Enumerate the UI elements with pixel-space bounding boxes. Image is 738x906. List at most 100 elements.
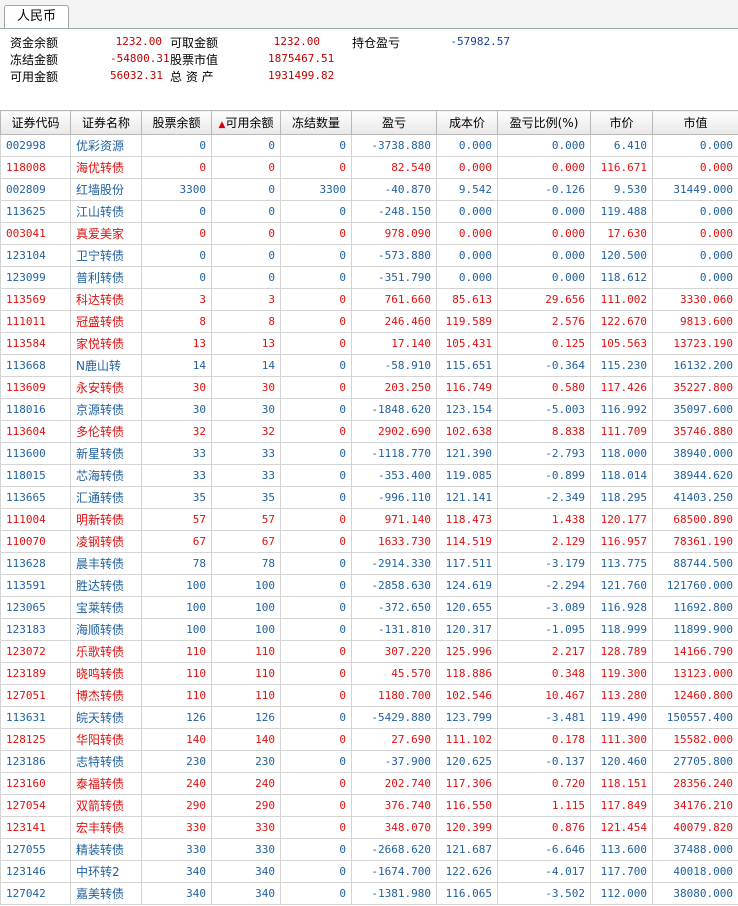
position-row[interactable]: 113665 汇通转债 35 35 0 -996.110 121.141 -2.349 118.… [0, 486, 738, 509]
cell: 117.426 [590, 376, 653, 399]
position-row[interactable]: 118016 京源转债 30 30 0 -1848.620 123.154 -5.003 116… [0, 398, 738, 421]
cell: 113.280 [590, 684, 653, 707]
cell: 13123.000 [652, 662, 738, 685]
security-code: 123189 [0, 662, 71, 685]
column-header[interactable]: 盈亏 [351, 110, 437, 135]
position-row[interactable]: 123160 泰福转债 240 240 0 202.740 117.306 0.720 118.… [0, 772, 738, 795]
cell: 202.740 [351, 772, 437, 795]
cell: 100 [141, 596, 212, 619]
position-row[interactable]: 113668 N鹿山转 14 14 0 -58.910 115.651 -0.364 115.2… [0, 354, 738, 377]
position-row[interactable]: 002998 优彩资源 0 0 0 -3738.880 0.000 0.000 6.410 0.0… [0, 134, 738, 157]
currency-tab[interactable]: 人民币 [4, 5, 70, 28]
cell: -0.126 [497, 178, 591, 201]
column-header[interactable]: 成本价 [436, 110, 498, 135]
position-row[interactable]: 113600 新星转债 33 33 0 -1118.770 121.390 -2.793 118… [0, 442, 738, 465]
column-header[interactable]: 市值 [652, 110, 738, 135]
security-code: 113584 [0, 332, 71, 355]
security-name: 汇通转债 [70, 486, 142, 509]
column-header[interactable]: 盈亏比例(%) [497, 110, 591, 135]
cell: 0.000 [652, 222, 738, 245]
position-row[interactable]: 113628 晨丰转债 78 78 0 -2914.330 117.511 -3.179 113… [0, 552, 738, 575]
position-row[interactable]: 002809 红墙股份 3300 0 3300 -40.870 9.542 -0.126 9.5… [0, 178, 738, 201]
position-row[interactable]: 113584 家悦转债 13 13 0 17.140 105.431 0.125 105.563… [0, 332, 738, 355]
cell: 114.519 [436, 530, 498, 553]
position-row[interactable]: 113569 科达转债 3 3 0 761.660 85.613 29.656 111.002 3… [0, 288, 738, 311]
cell: -3.179 [497, 552, 591, 575]
position-row[interactable]: 118015 芯海转债 33 33 0 -353.400 119.085 -0.899 118.… [0, 464, 738, 487]
position-row[interactable]: 111011 冠盛转债 8 8 0 246.460 119.589 2.576 122.670 9… [0, 310, 738, 333]
cell: 6.410 [590, 134, 653, 157]
position-row[interactable]: 127055 精装转债 330 330 0 -2668.620 121.687 -6.646 1… [0, 838, 738, 861]
column-header[interactable]: 证券名称 [70, 110, 142, 135]
cell: 9.542 [436, 178, 498, 201]
position-row[interactable]: 123186 志特转债 230 230 0 -37.900 120.625 -0.137 120… [0, 750, 738, 773]
cell: -2.793 [497, 442, 591, 465]
header-text: 股票余额 [152, 116, 201, 130]
cell: 116.550 [436, 794, 498, 817]
cell: 38080.000 [652, 882, 738, 905]
column-header[interactable]: 股票余额 [141, 110, 212, 135]
cell: 978.090 [351, 222, 437, 245]
column-header[interactable]: 证券代码 [0, 110, 71, 135]
position-row[interactable]: 110070 凌钢转债 67 67 0 1633.730 114.519 2.129 116.9… [0, 530, 738, 553]
cell: 32 [211, 420, 281, 443]
security-name: 明新转债 [70, 508, 142, 531]
security-name: 冠盛转债 [70, 310, 142, 333]
header-text: 盈亏比例(%) [509, 116, 579, 130]
security-name: 海顺转债 [70, 618, 142, 641]
security-name: 江山转债 [70, 200, 142, 223]
position-row[interactable]: 113631 皖天转债 126 126 0 -5429.880 123.799 -3.481 1… [0, 706, 738, 729]
cell: 116.928 [590, 596, 653, 619]
position-row[interactable]: 123099 普利转债 0 0 0 -351.790 0.000 0.000 118.612 0.… [0, 266, 738, 289]
cell: 3330.060 [652, 288, 738, 311]
cell: 0 [280, 706, 352, 729]
cell: 34176.210 [652, 794, 738, 817]
column-header[interactable]: 市价 [590, 110, 653, 135]
position-row[interactable]: 123183 海顺转债 100 100 0 -131.810 120.317 -1.095 11… [0, 618, 738, 641]
position-row[interactable]: 113609 永安转债 30 30 0 203.250 116.749 0.580 117.42… [0, 376, 738, 399]
cell: 14 [211, 354, 281, 377]
summary-value: 1232.00 [273, 35, 320, 48]
summary-label: 股票市值 [170, 53, 219, 67]
cell: 2.217 [497, 640, 591, 663]
cell: 67 [141, 530, 212, 553]
position-row[interactable]: 113604 多伦转债 32 32 0 2902.690 102.638 8.838 111.7… [0, 420, 738, 443]
cell: 246.460 [351, 310, 437, 333]
cell: 118.295 [590, 486, 653, 509]
cell: -3738.880 [351, 134, 437, 157]
security-code: 123186 [0, 750, 71, 773]
position-row[interactable]: 123104 卫宁转债 0 0 0 -573.880 0.000 0.000 120.500 0.… [0, 244, 738, 267]
security-name: 博杰转债 [70, 684, 142, 707]
cell: -131.810 [351, 618, 437, 641]
position-row[interactable]: 113591 胜达转债 100 100 0 -2858.630 124.619 -2.294 1… [0, 574, 738, 597]
position-row[interactable]: 128125 华阳转债 140 140 0 27.690 111.102 0.178 111.3… [0, 728, 738, 751]
position-row[interactable]: 123141 宏丰转债 330 330 0 348.070 120.399 0.876 121.… [0, 816, 738, 839]
cell: 140 [211, 728, 281, 751]
cell: 126 [211, 706, 281, 729]
cell: -5429.880 [351, 706, 437, 729]
cell: 2.576 [497, 310, 591, 333]
cell: 0 [280, 794, 352, 817]
position-row[interactable]: 118008 海优转债 0 0 0 82.540 0.000 0.000 116.671 0.00… [0, 156, 738, 179]
cell: 117.306 [436, 772, 498, 795]
cell: 35746.880 [652, 420, 738, 443]
column-header[interactable]: ▲可用余额 [211, 110, 281, 135]
security-name: 芯海转债 [70, 464, 142, 487]
position-row[interactable]: 113625 江山转债 0 0 0 -248.150 0.000 0.000 119.488 0.… [0, 200, 738, 223]
column-header[interactable]: 冻结数量 [280, 110, 352, 135]
position-row[interactable]: 127054 双箭转债 290 290 0 376.740 116.550 1.115 117.… [0, 794, 738, 817]
position-row[interactable]: 127042 嘉美转债 340 340 0 -1381.980 116.065 -3.502 1… [0, 882, 738, 905]
position-row[interactable]: 123065 宝莱转债 100 100 0 -372.650 120.655 -3.089 11… [0, 596, 738, 619]
position-row[interactable]: 123146 中环转2 340 340 0 -1674.700 122.626 -4.017 1… [0, 860, 738, 883]
cell: 35 [211, 486, 281, 509]
header-text: 证券代码 [11, 116, 60, 130]
cell: 2.129 [497, 530, 591, 553]
cell: 27.690 [351, 728, 437, 751]
position-row[interactable]: 003041 真爱美家 0 0 0 978.090 0.000 0.000 17.630 0.00… [0, 222, 738, 245]
cell: 0 [280, 530, 352, 553]
cell: -6.646 [497, 838, 591, 861]
position-row[interactable]: 111004 明新转债 57 57 0 971.140 118.473 1.438 120.17… [0, 508, 738, 531]
